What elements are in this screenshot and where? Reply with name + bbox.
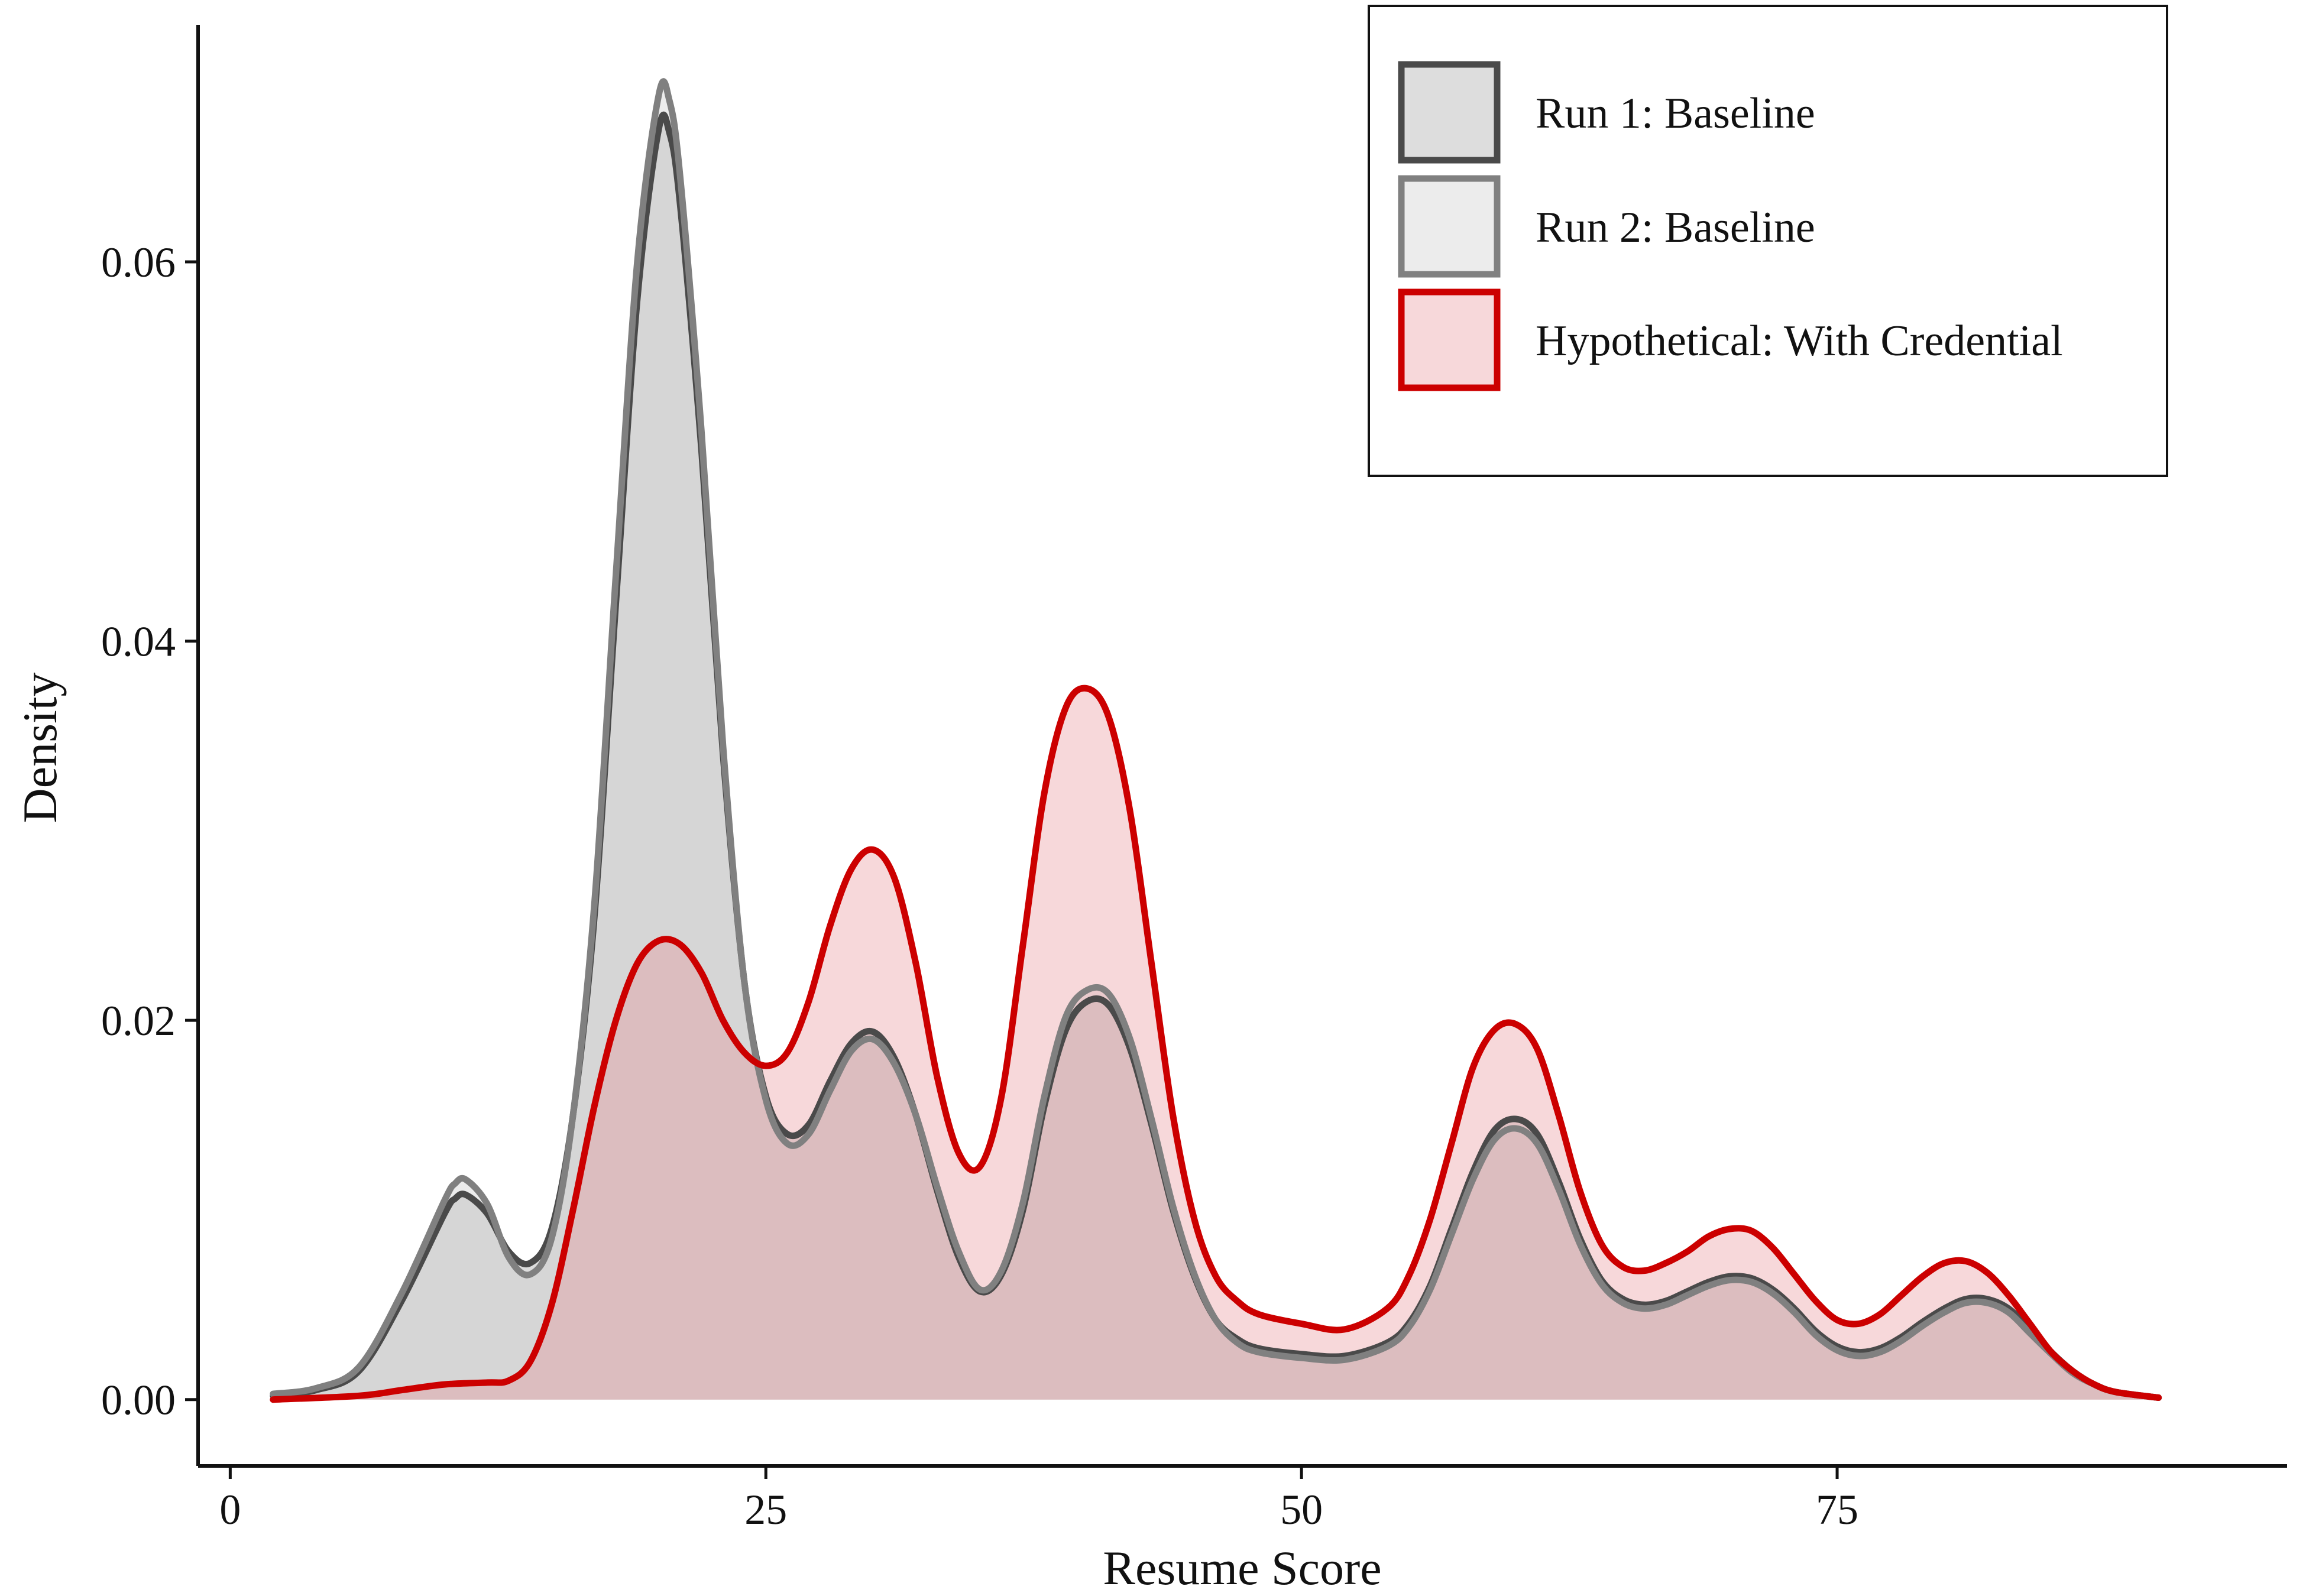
legend-key (1398, 175, 1501, 278)
x-tick-label: 50 (1280, 1486, 1323, 1533)
legend-label: Hypothetical: With Credential (1536, 317, 2063, 365)
x-tick-label: 25 (744, 1486, 787, 1533)
series-line-2 (270, 78, 2162, 1401)
legend-items: Run 1: Baseline Run 2: Baseline Hypothetic… (1398, 61, 2063, 391)
legend: Run 1: Baseline Run 2: Baseline Hypothetic… (1368, 5, 2168, 477)
y-tick-label: 0.00 (101, 1377, 176, 1424)
y-axis-title: Density (13, 672, 67, 823)
series-area-3 (273, 688, 2159, 1400)
x-axis-ticks: 0 25 50 75 (219, 1466, 1858, 1533)
series-area-2 (273, 81, 2159, 1400)
legend-key-bg (1398, 61, 1500, 163)
x-axis-title: Resume Score (1103, 1541, 1381, 1595)
legend-label: Run 2: Baseline (1536, 203, 1815, 252)
x-tick-label: 0 (219, 1486, 241, 1533)
legend-key-bg (1398, 289, 1500, 391)
x-tick-label: 75 (1816, 1486, 1858, 1533)
legend-label: Run 1: Baseline (1536, 89, 1815, 138)
legend-key (1398, 61, 1501, 164)
legend-key-bg (1398, 176, 1500, 277)
y-tick-label: 0.02 (101, 997, 176, 1044)
legend-box (1368, 5, 2168, 477)
series-line-3 (270, 685, 2162, 1403)
series-area-1 (273, 115, 2159, 1400)
y-tick-label: 0.06 (101, 239, 176, 286)
y-axis-ticks: 0.00 0.02 0.04 0.06 (101, 239, 198, 1424)
y-tick-label: 0.04 (101, 618, 176, 666)
legend-key (1398, 288, 1501, 391)
series-layer (270, 78, 2162, 1403)
